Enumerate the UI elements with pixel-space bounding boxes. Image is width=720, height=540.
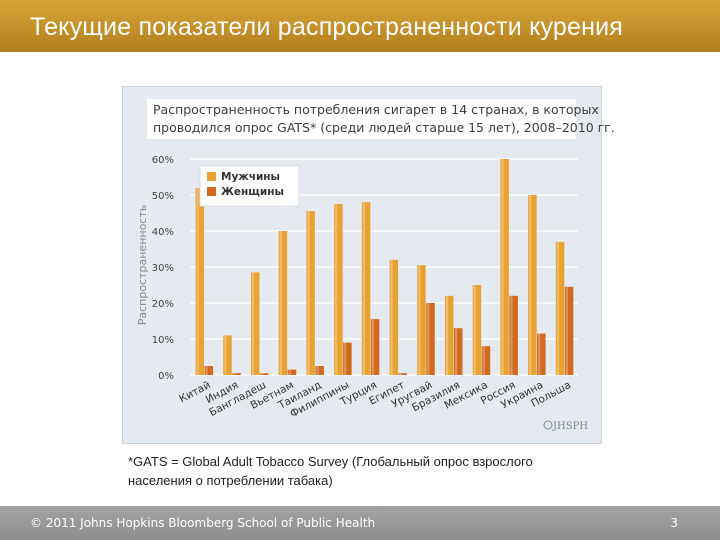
bar-highlight xyxy=(445,295,449,375)
bar-female xyxy=(232,373,241,375)
bar-female xyxy=(537,333,546,375)
chart-legend: Мужчины Женщины xyxy=(199,165,300,207)
bar-highlight xyxy=(454,328,458,375)
y-tick-labels: 0% 10% 20% 30% 40% 50% 60% xyxy=(152,155,174,382)
footnote: *GATS = Global Adult Tobacco Survey (Гло… xyxy=(128,452,608,490)
y-tick-label: 50% xyxy=(152,191,174,202)
slide-title: Текущие показатели распространенности ку… xyxy=(30,13,624,41)
logo-seal-icon xyxy=(543,420,553,430)
bar-highlight xyxy=(399,373,402,375)
copyright: © 2011 Johns Hopkins Bloomberg School of… xyxy=(30,516,376,530)
bar-male xyxy=(278,231,288,375)
y-tick-label: 20% xyxy=(152,299,174,310)
footnote-line2: населения о потреблении табака) xyxy=(128,473,333,488)
bar-male xyxy=(444,295,454,375)
bar-female xyxy=(398,373,408,375)
bar-male xyxy=(389,259,399,375)
legend-swatch xyxy=(207,187,216,196)
footer-bar: © 2011 Johns Hopkins Bloomberg School of… xyxy=(0,506,720,540)
y-tick-label: 40% xyxy=(152,227,174,238)
bar-highlight xyxy=(224,335,227,375)
bar-highlight xyxy=(538,333,541,375)
bar-male xyxy=(528,195,537,375)
bar-male xyxy=(223,335,232,375)
y-tick-label: 10% xyxy=(152,335,174,346)
bar-highlight xyxy=(362,202,366,375)
bar-highlight xyxy=(260,373,264,375)
bar-female xyxy=(315,366,324,375)
y-tick-label: 60% xyxy=(152,155,174,166)
bar-highlight xyxy=(279,231,282,375)
bar-female xyxy=(509,295,518,375)
y-tick-label: 30% xyxy=(152,263,174,274)
bar-female xyxy=(564,286,574,375)
bar-highlight xyxy=(390,259,393,375)
bar-male xyxy=(361,202,371,375)
bar-male xyxy=(195,187,205,375)
y-tick-label: 0% xyxy=(158,371,174,382)
bar-highlight xyxy=(316,366,319,375)
bar-highlight xyxy=(371,319,375,375)
bar-female xyxy=(426,303,435,375)
legend-label: Женщины xyxy=(221,186,284,198)
legend-swatch xyxy=(207,172,216,181)
legend-box xyxy=(199,165,300,207)
bar-female xyxy=(259,373,269,375)
bar-female xyxy=(481,346,491,375)
bar-female xyxy=(370,319,380,375)
bar-highlight xyxy=(344,342,347,375)
bar-highlight xyxy=(288,369,291,375)
bar-male xyxy=(500,159,509,375)
chart-title-line1: Распространенность потребления сигарет в… xyxy=(153,102,599,117)
legend-label: Мужчины xyxy=(221,171,280,183)
title-bar: Текущие показатели распространенности ку… xyxy=(0,0,720,52)
bar-male xyxy=(472,285,482,375)
bar-highlight xyxy=(307,211,310,375)
logo-jhsph: JHSPH xyxy=(552,421,588,432)
bar-highlight xyxy=(251,272,255,375)
bar-highlight xyxy=(196,187,199,375)
bar-male xyxy=(250,272,260,375)
chart-heading: Распространенность потребления сигарет в… xyxy=(147,99,615,139)
y-axis-label: Распространенность xyxy=(136,205,149,326)
chart-title-line2: проводился опрос GATS* (среди людей стар… xyxy=(153,120,615,135)
bar-female xyxy=(287,369,297,375)
bar-highlight xyxy=(427,303,430,375)
bar-highlight xyxy=(501,159,504,375)
bar-highlight xyxy=(529,195,532,375)
bar-highlight xyxy=(482,346,485,375)
bar-male xyxy=(555,241,565,375)
chart-bars xyxy=(195,159,574,375)
bar-highlight xyxy=(510,295,513,375)
bar-female xyxy=(453,328,463,375)
footnote-line1: *GATS = Global Adult Tobacco Survey (Гло… xyxy=(128,454,533,469)
bar-highlight xyxy=(233,373,236,375)
bar-female xyxy=(204,366,214,375)
page-number: 3 xyxy=(670,516,678,530)
bar-highlight xyxy=(418,265,421,375)
bar-highlight xyxy=(565,286,569,375)
bar-highlight xyxy=(473,285,476,375)
bar-highlight xyxy=(335,204,338,375)
bar-female xyxy=(343,342,352,375)
bar-male xyxy=(417,265,426,375)
x-tick-labels: КитайИндияБангладешВьетнамТаиландФилиппи… xyxy=(177,379,573,420)
bar-male xyxy=(334,204,343,375)
bar-male xyxy=(306,211,315,375)
bar-highlight xyxy=(205,366,208,375)
bar-highlight xyxy=(556,241,560,375)
